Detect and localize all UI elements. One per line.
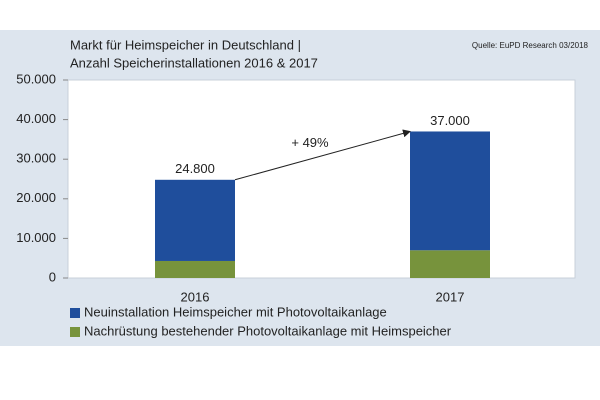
x-tick-label: 2016 [181, 289, 210, 304]
chart-title: Anzahl Speicherinstallationen 2016 & 201… [70, 55, 318, 70]
total-label: 24.800 [175, 161, 215, 176]
bar-segment [155, 260, 235, 278]
growth-label: + 49% [291, 135, 329, 150]
legend-label: Neuinstallation Heimspeicher mit Photovo… [84, 304, 387, 319]
y-tick-label: 0 [49, 269, 56, 284]
legend-swatch [70, 308, 80, 318]
bar-segment [410, 131, 490, 251]
y-tick-label: 40.000 [16, 111, 56, 126]
source: Quelle: EuPD Research 03/2018 [472, 41, 589, 50]
legend-label: Nachrüstung bestehender Photovoltaikanla… [84, 323, 452, 338]
x-tick-label: 2017 [436, 289, 465, 304]
chart-title: Markt für Heimspeicher in Deutschland | [70, 37, 301, 52]
y-tick-label: 30.000 [16, 151, 56, 166]
growth-arrow [234, 129, 411, 181]
legend-swatch [70, 327, 80, 337]
y-tick-label: 50.000 [16, 71, 56, 86]
plot-area [67, 79, 576, 279]
bar-segment [410, 250, 490, 278]
bar-segment [155, 179, 235, 261]
y-tick-label: 10.000 [16, 230, 56, 245]
total-label: 37.000 [430, 113, 470, 128]
y-tick-label: 20.000 [16, 190, 56, 205]
